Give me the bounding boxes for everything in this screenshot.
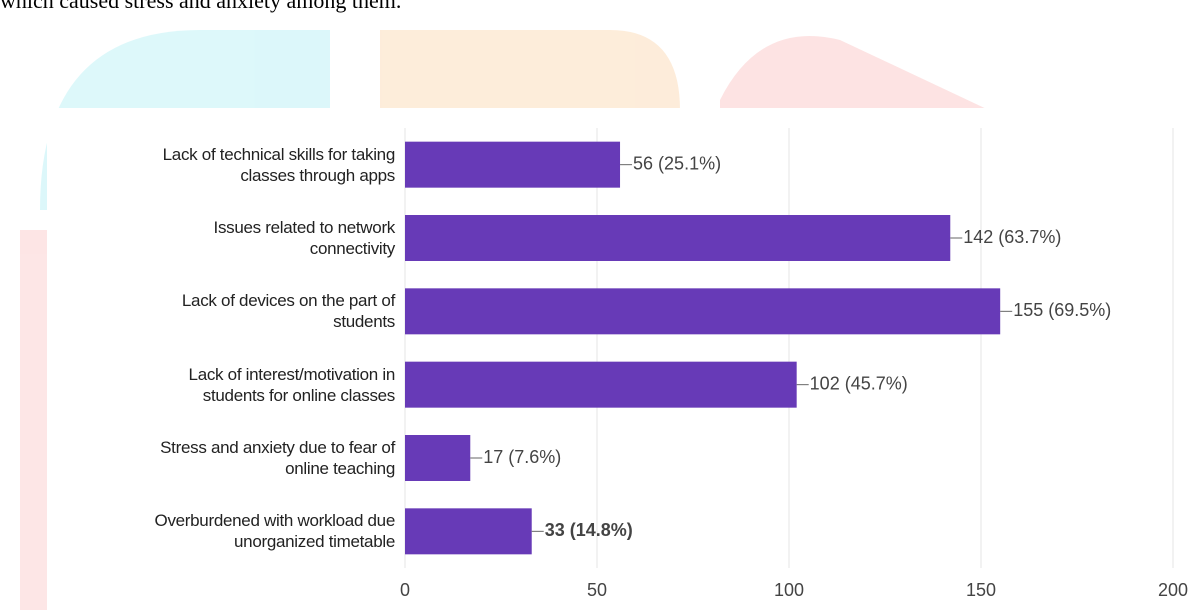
bar (405, 362, 797, 408)
x-tick-label: 100 (774, 580, 804, 600)
x-tick-label: 150 (966, 580, 996, 600)
y-tick-label: Issues related to network connectivity (35, 217, 395, 259)
bar (405, 508, 532, 554)
value-label: 56 (25.1%) (633, 153, 721, 173)
y-tick-label: Lack of interest/motivation in students … (35, 364, 395, 406)
value-label: 155 (69.5%) (1013, 300, 1111, 320)
x-tick-label: 0 (400, 580, 410, 600)
page: {"page_text": "which caused stress and a… (0, 0, 1201, 610)
value-label: 33 (14.8%) (545, 520, 633, 540)
x-tick-label: 50 (587, 580, 607, 600)
x-tick-label: 200 (1158, 580, 1188, 600)
value-label: 17 (7.6%) (483, 447, 561, 467)
y-tick-label: Lack of devices on the part of students (35, 290, 395, 332)
body-text: which caused stress and anxiety among th… (0, 0, 401, 14)
bar (405, 215, 950, 261)
bar (405, 435, 470, 481)
value-label: 102 (45.7%) (810, 373, 908, 393)
value-label: 142 (63.7%) (963, 227, 1061, 247)
y-tick-label: Overburdened with workload due unorganiz… (35, 510, 395, 552)
y-tick-label: Stress and anxiety due to fear of online… (35, 437, 395, 479)
watermark-shape (720, 36, 1010, 120)
y-tick-label: Lack of technical skills for taking clas… (35, 144, 395, 186)
bar (405, 288, 1000, 334)
bar (405, 142, 620, 188)
